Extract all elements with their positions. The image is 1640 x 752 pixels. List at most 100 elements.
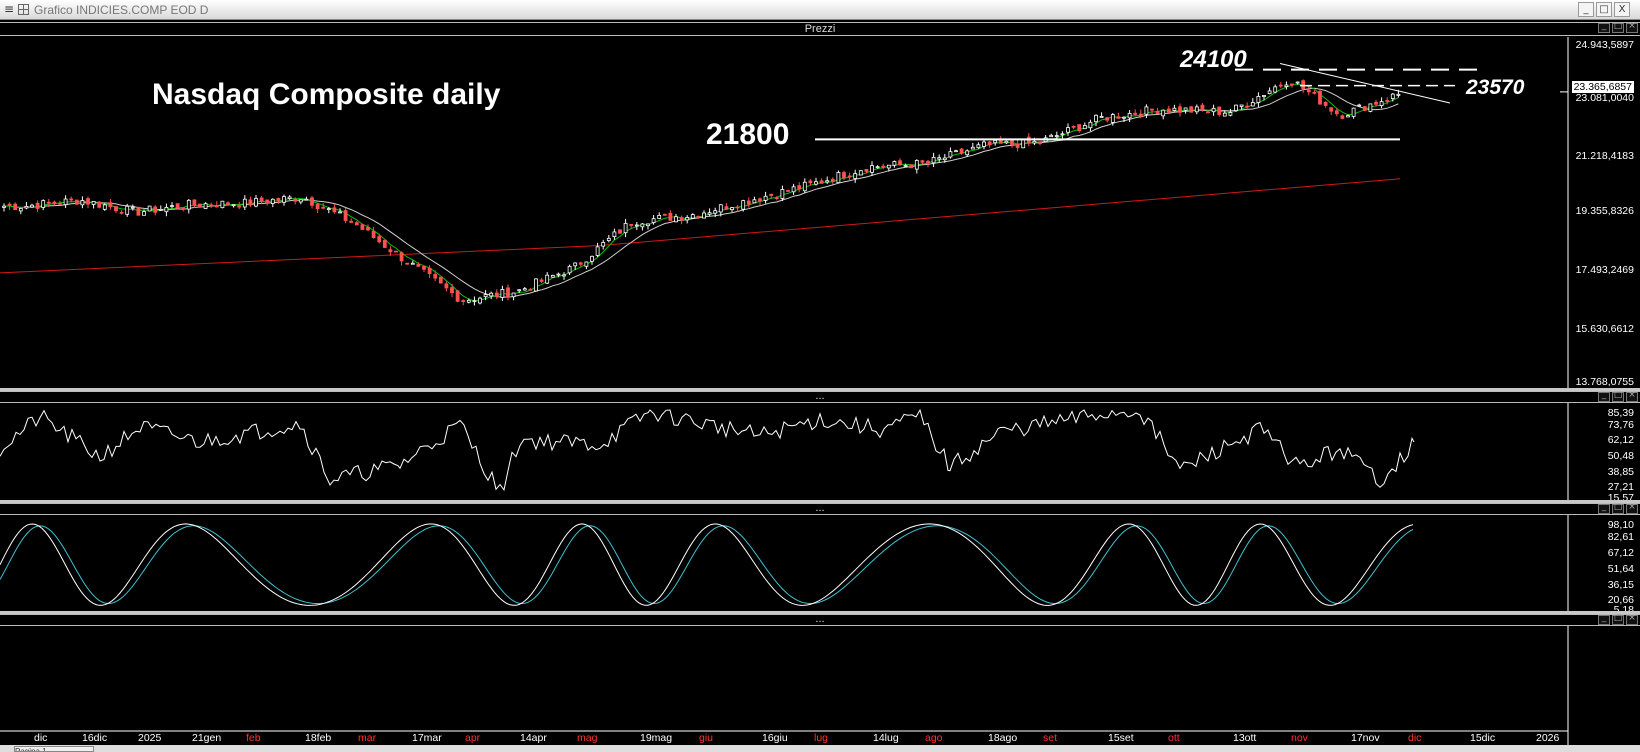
candle-body (63, 198, 68, 206)
candle-body (310, 197, 314, 206)
candle-body (1357, 104, 1362, 107)
candle-body (763, 195, 768, 201)
candle-body (377, 236, 382, 243)
panel-close-button[interactable]: × (1626, 390, 1638, 402)
window-titlebar: ≡ Grafico INDICIES.COMP EOD D _ □ X (0, 0, 1640, 20)
rsi-panel-header: ... (0, 391, 1640, 403)
candle-body (399, 252, 404, 262)
candle-body (1306, 89, 1311, 93)
candle-body (74, 199, 79, 205)
close-button[interactable]: X (1614, 2, 1630, 17)
candle-body (1256, 96, 1261, 103)
candle-body (349, 220, 354, 223)
candle-body (903, 164, 908, 167)
candle-body (696, 215, 701, 218)
panel-minimize-button[interactable]: _ (1598, 21, 1610, 33)
candle-body (819, 180, 824, 184)
panel-maximize-button[interactable]: □ (1612, 613, 1624, 625)
panel-separator[interactable] (0, 388, 1640, 391)
candle-body (30, 204, 34, 208)
y-label: 23.081,0040 (1575, 92, 1634, 104)
minimize-button[interactable]: _ (1578, 2, 1594, 17)
candle-body (1004, 140, 1009, 144)
candle-body (1267, 90, 1272, 94)
x-axis-label: set (1043, 732, 1058, 744)
candle-body (7, 203, 12, 206)
page-tab[interactable]: Pagina 1 (14, 746, 94, 752)
candle-body (601, 242, 606, 247)
panel-minimize-button[interactable]: _ (1598, 502, 1610, 514)
candle-body (707, 212, 712, 215)
candle-body (746, 200, 751, 205)
candle-body (909, 164, 914, 169)
candle-body (1105, 117, 1110, 121)
panel-separator[interactable] (0, 500, 1640, 503)
panel-handle[interactable]: ... (815, 390, 825, 402)
candle-body (931, 156, 936, 164)
panel-minimize-button[interactable]: _ (1598, 390, 1610, 402)
candle-body (976, 144, 981, 149)
x-axis-label: 13ott (1233, 732, 1257, 744)
candle-body (993, 140, 998, 144)
candle-body (298, 199, 303, 203)
candle-body (1060, 133, 1065, 136)
panel-maximize-button[interactable]: □ (1612, 502, 1624, 514)
x-axis-label: 2025 (138, 732, 162, 744)
candle-body (892, 161, 897, 166)
candle-body (1071, 125, 1076, 128)
candle-body (1245, 105, 1250, 108)
candle-body (606, 237, 611, 242)
candle-body (1032, 140, 1037, 144)
candle-body (836, 172, 841, 184)
maximize-button[interactable]: □ (1596, 2, 1612, 17)
candle-body (769, 193, 774, 196)
candle-body (1284, 84, 1289, 87)
candle-body (1038, 142, 1042, 144)
panel-separator[interactable] (0, 611, 1640, 614)
hamburger-icon[interactable]: ≡ (4, 2, 15, 16)
candle-body (142, 211, 146, 216)
candle-body (584, 261, 589, 267)
candle-body (1211, 107, 1216, 113)
candle-body (114, 206, 118, 212)
candle-body (1301, 80, 1306, 90)
window-title: Grafico INDICIES.COMP EOD D (34, 3, 209, 17)
grid-icon[interactable] (18, 4, 29, 15)
panel-handle[interactable]: ... (815, 613, 825, 625)
sma-short-path (3, 83, 1399, 302)
candle-body (35, 202, 40, 209)
candle-body (147, 205, 152, 212)
candle-body (690, 214, 695, 219)
panel-maximize-button[interactable]: □ (1612, 21, 1624, 33)
stoch-y-label: 20,66 (1607, 594, 1634, 606)
candle-body (870, 165, 874, 173)
panel-close-button[interactable]: × (1626, 21, 1638, 33)
candle-body (220, 200, 225, 209)
bottom-scrollbar[interactable] (0, 745, 1640, 752)
stoch-y-label: 82,61 (1607, 531, 1634, 543)
x-axis-label: 16giu (762, 732, 788, 744)
level-label-24100: 24100 (1180, 46, 1247, 73)
candle-body (209, 204, 214, 207)
candle-body (360, 224, 365, 230)
panel-close-button[interactable]: × (1626, 613, 1638, 625)
x-axis-label: feb (246, 732, 261, 744)
panel-close-button[interactable]: × (1626, 502, 1638, 514)
candle-body (86, 198, 90, 205)
candle-body (2, 205, 6, 208)
level-label-23570: 23570 (1466, 76, 1525, 99)
candle-body (226, 202, 230, 206)
x-axis-label: mag (577, 732, 598, 744)
panel-maximize-button[interactable]: □ (1612, 390, 1624, 402)
candle-body (102, 204, 107, 210)
candle-body (1312, 91, 1317, 94)
panel-minimize-button[interactable]: _ (1598, 613, 1610, 625)
candle-body (91, 201, 96, 205)
candle-body (1222, 112, 1227, 117)
candle-body (494, 292, 499, 297)
panel-handle[interactable]: ... (815, 502, 825, 514)
candle-body (1217, 106, 1222, 115)
candle-body (1323, 101, 1328, 106)
candle-body (1396, 93, 1401, 96)
